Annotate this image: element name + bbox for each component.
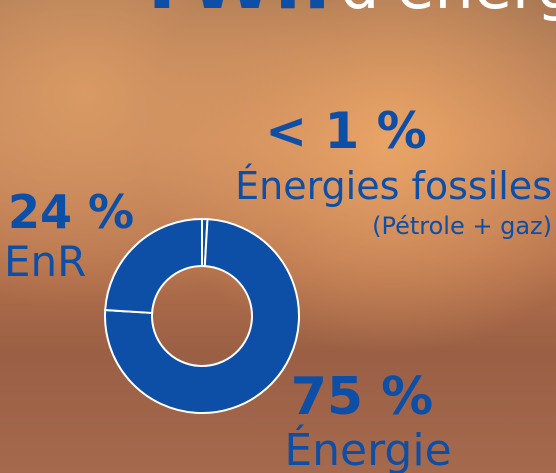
category-label: EnR [4,237,86,286]
annotation: (Pétrole + gaz) [372,212,552,240]
subtitle: d'énergie [340,0,556,23]
value-label: 75 % [291,367,434,427]
title: TWh [135,0,330,27]
value-label: < 1 % [265,102,427,160]
donut-slice [104,218,300,414]
donut-slice [104,217,203,314]
donut [104,217,300,414]
value-label: 24 % [8,185,134,239]
category-label: Énergies fossiles [235,164,552,208]
category-label: Énergie [284,423,451,473]
